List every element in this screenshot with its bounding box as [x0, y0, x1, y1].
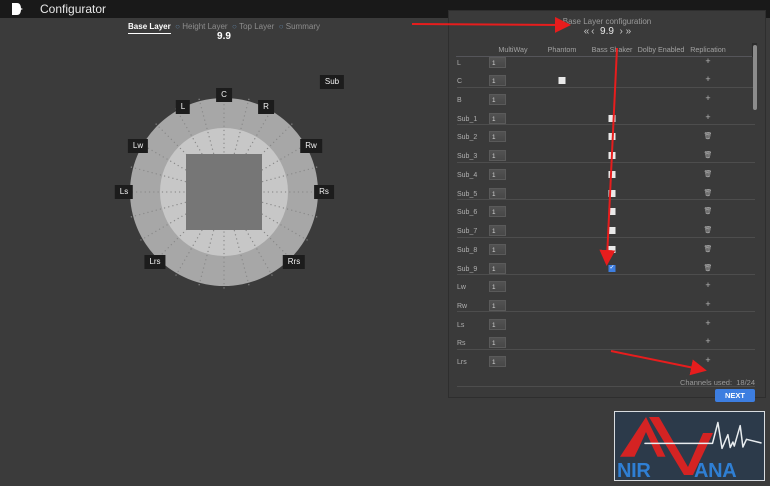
svg-text:ANA: ANA	[694, 460, 736, 481]
svg-text:NIR: NIR	[617, 460, 651, 481]
